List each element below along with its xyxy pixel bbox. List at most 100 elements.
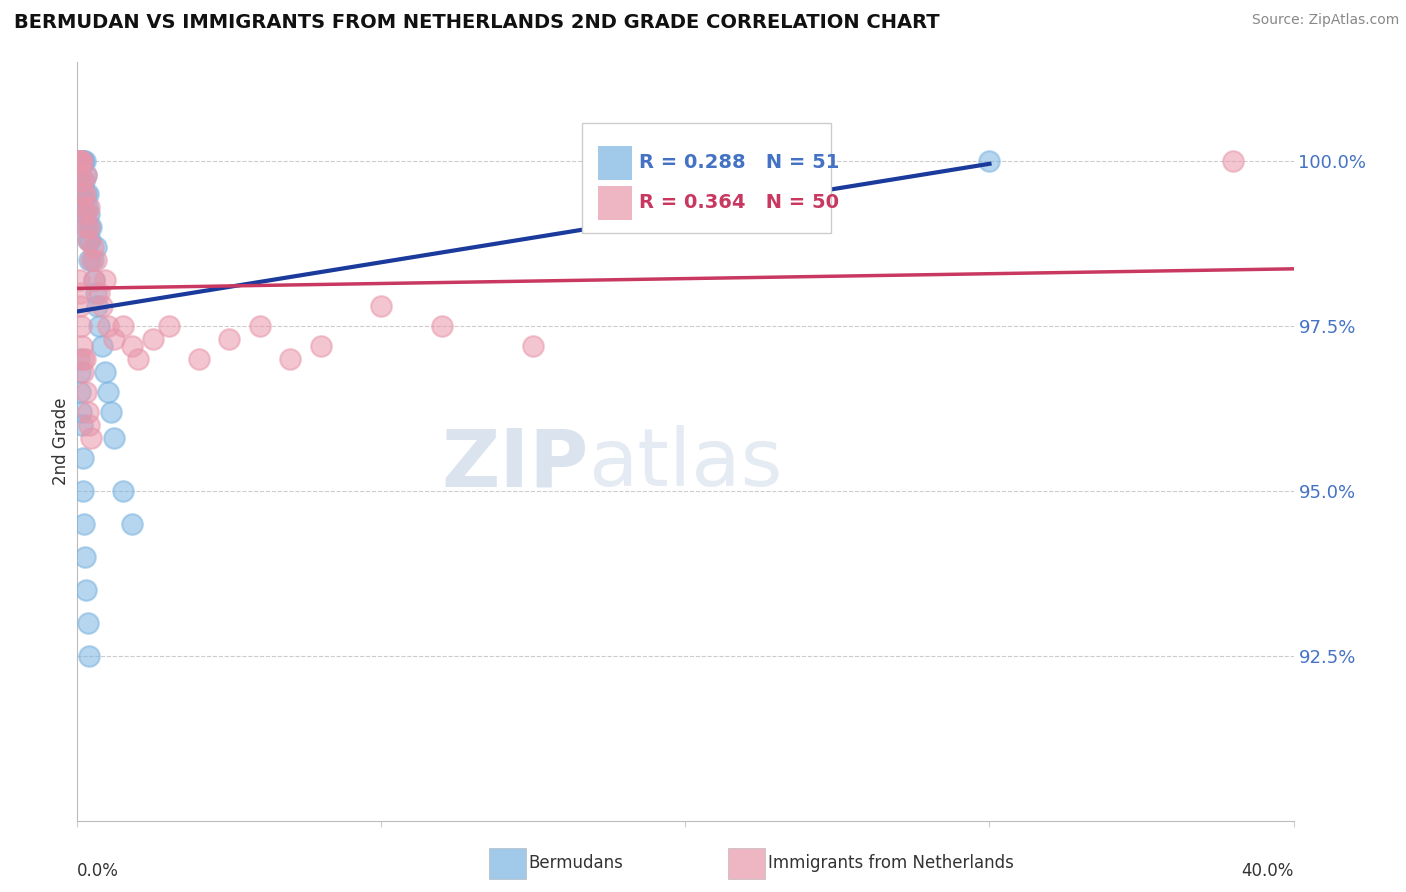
Point: [93, 365, 115, 379]
Point: [1222, 154, 1244, 169]
Point: [77, 220, 100, 235]
Point: [83, 273, 105, 287]
Point: [87, 286, 110, 301]
Point: [583, 168, 606, 182]
Point: [111, 319, 134, 334]
Text: 40.0%: 40.0%: [1241, 863, 1294, 880]
Bar: [598, 145, 631, 180]
Point: [69, 168, 91, 182]
Point: [77, 405, 100, 419]
Point: [67, 273, 90, 287]
Point: [69, 385, 91, 400]
Point: [72, 352, 94, 367]
Point: [70, 168, 93, 182]
Point: [72, 187, 94, 202]
Point: [522, 339, 544, 353]
Text: atlas: atlas: [588, 425, 783, 503]
Point: [73, 207, 96, 221]
Point: [72, 174, 94, 188]
Point: [82, 253, 104, 268]
Point: [218, 332, 240, 346]
Point: [79, 648, 101, 663]
Point: [73, 174, 96, 188]
Point: [77, 187, 100, 202]
Point: [87, 319, 110, 334]
Point: [79, 253, 101, 268]
Point: [72, 201, 94, 215]
Point: [73, 201, 96, 215]
Point: [127, 352, 149, 367]
Point: [73, 187, 96, 202]
Point: [72, 365, 94, 379]
Point: [84, 240, 107, 254]
Point: [67, 154, 90, 169]
Point: [72, 450, 94, 465]
Point: [82, 240, 104, 254]
Point: [69, 286, 91, 301]
Point: [75, 168, 97, 182]
Point: [75, 187, 97, 202]
Point: [188, 352, 211, 367]
Point: [77, 220, 100, 235]
Point: [70, 339, 93, 353]
Point: [80, 220, 103, 235]
Point: [73, 549, 96, 564]
Point: [157, 319, 180, 334]
Point: [72, 154, 94, 169]
Text: R = 0.288   N = 51: R = 0.288 N = 51: [640, 153, 839, 172]
Point: [69, 154, 91, 169]
Point: [370, 299, 392, 313]
Point: [67, 352, 90, 367]
Point: [430, 319, 453, 334]
Point: [69, 154, 91, 169]
Point: [103, 332, 125, 346]
Point: [278, 352, 301, 367]
Point: [77, 234, 100, 248]
Point: [75, 168, 97, 182]
Point: [86, 299, 108, 313]
Point: [100, 405, 122, 419]
Text: Source: ZipAtlas.com: Source: ZipAtlas.com: [1251, 13, 1399, 28]
Point: [121, 339, 143, 353]
Point: [79, 201, 101, 215]
Point: [84, 253, 107, 268]
Point: [70, 154, 93, 169]
Point: [79, 234, 101, 248]
Point: [70, 187, 93, 202]
Point: [77, 234, 100, 248]
Point: [249, 319, 271, 334]
Point: [76, 201, 98, 215]
Point: [69, 154, 91, 169]
Point: [979, 154, 1001, 169]
Point: [73, 154, 96, 169]
Point: [79, 207, 101, 221]
Point: [90, 299, 112, 313]
Point: [69, 299, 91, 313]
Point: [79, 418, 101, 433]
Point: [72, 483, 94, 498]
Point: [97, 385, 120, 400]
Point: [72, 154, 94, 169]
Point: [111, 483, 134, 498]
Text: 0.0%: 0.0%: [77, 863, 120, 880]
Point: [73, 516, 96, 531]
Point: [97, 319, 120, 334]
Point: [75, 220, 97, 235]
Point: [80, 431, 103, 445]
Point: [69, 365, 91, 379]
Text: Bermudans: Bermudans: [529, 854, 623, 871]
Bar: [598, 186, 631, 220]
Text: Immigrants from Netherlands: Immigrants from Netherlands: [768, 854, 1014, 871]
Point: [75, 582, 97, 597]
Point: [80, 253, 103, 268]
Point: [83, 273, 105, 287]
Point: [67, 154, 90, 169]
Point: [103, 431, 125, 445]
FancyBboxPatch shape: [582, 123, 831, 233]
Text: R = 0.364   N = 50: R = 0.364 N = 50: [640, 194, 839, 212]
Point: [70, 319, 93, 334]
Point: [84, 286, 107, 301]
Point: [77, 615, 100, 630]
Point: [70, 405, 93, 419]
Point: [75, 220, 97, 235]
